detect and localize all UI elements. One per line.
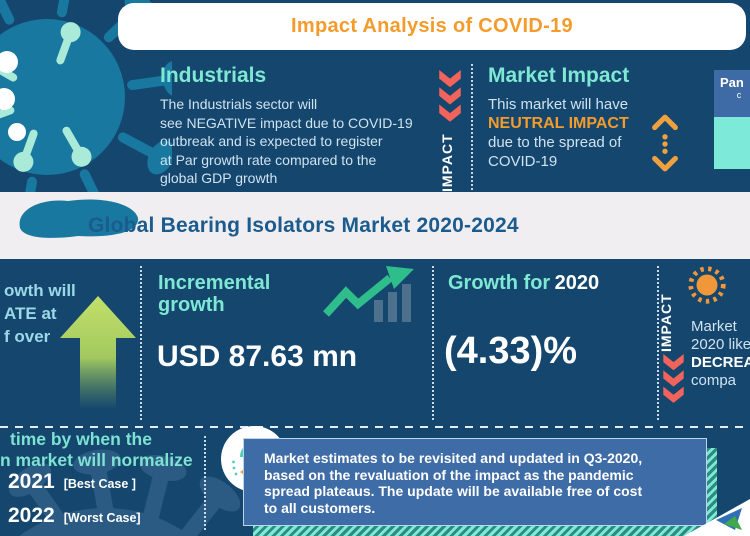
- worst-case-row: 2022 [Worst Case]: [8, 504, 141, 528]
- virus-watermark: [9, 449, 241, 536]
- growth-note-fragment: ATE at: [4, 304, 57, 323]
- industrials-body-line: outbreak and is expected to register: [160, 133, 383, 149]
- industrials-body-line: The Industrials sector will: [160, 96, 318, 112]
- market-impact-section: Market Impact This market will have NEUT…: [488, 64, 629, 171]
- pandemic-side-card: Pan c: [714, 70, 750, 169]
- divider: [471, 64, 473, 190]
- normalize-line: time by when the: [10, 429, 152, 449]
- side-card-body: [714, 117, 750, 169]
- callout-line: based on the revaluation of the impact a…: [264, 466, 634, 483]
- title-band: Global Bearing Isolators Market 2020-202…: [0, 192, 750, 259]
- worst-case-year: 2022: [8, 504, 55, 527]
- right-impact-line: Market: [691, 318, 737, 335]
- market-title: Global Bearing Isolators Market 2020-202…: [88, 214, 519, 237]
- normalize-cases: 2021 [Best Case ] 2022 [Worst Case]: [8, 470, 141, 536]
- side-card-header-subtext: c: [736, 90, 742, 100]
- neutral-impact-icon: [652, 114, 678, 172]
- growth-2020-value: (4.33)%: [444, 330, 578, 372]
- divider: [657, 266, 659, 420]
- banner-title: Impact Analysis of COVID-19: [291, 15, 573, 37]
- best-case-row: 2021 [Best Case ]: [8, 470, 141, 494]
- growth-up-arrow-icon: [60, 296, 136, 408]
- logo-arrow-icon: [716, 508, 742, 530]
- virus-sun-icon: [688, 266, 726, 304]
- impact-down-chevrons-icon: [663, 354, 684, 403]
- growth-2020-label: Growth for: [448, 272, 551, 294]
- right-impact-line: compa: [691, 372, 737, 389]
- banner: Impact Analysis of COVID-19: [118, 3, 746, 50]
- industrials-title: Industrials: [160, 64, 267, 87]
- industrials-body-line: see NEGATIVE impact due to COVID-19: [160, 114, 413, 131]
- side-card-header: Pan c: [714, 70, 750, 117]
- divider: [204, 436, 206, 530]
- coronavirus-illustration: [0, 0, 172, 217]
- right-impact-line-bold: DECREA: [691, 354, 750, 371]
- industrials-impact-label: IMPACT: [439, 133, 455, 192]
- virus-blob-shape: [19, 199, 139, 238]
- incremental-growth-section: Incremental growth: [158, 272, 270, 316]
- market-impact-highlight: NEUTRAL IMPACT: [488, 115, 629, 132]
- incremental-growth-value: USD 87.63 mn: [157, 340, 358, 373]
- normalize-line: n market will normalize: [0, 450, 193, 470]
- best-case-label: [Best Case ]: [63, 477, 136, 491]
- callout-line: Market estimates to be revisited and upd…: [264, 450, 643, 466]
- trend-up-icon: [323, 266, 414, 322]
- divider: [432, 266, 434, 420]
- divider: [0, 426, 750, 428]
- market-impact-line: COVID-19: [488, 153, 558, 170]
- callout-line: to all customers.: [264, 499, 376, 516]
- growth-note-fragment: owth will: [4, 281, 76, 300]
- market-impact-line: due to the spread of: [488, 134, 622, 151]
- callout-line: spread plateaus. The update will be avai…: [264, 483, 643, 499]
- incremental-growth-title-line: growth: [158, 294, 225, 316]
- impact-down-chevrons-icon: [439, 70, 461, 122]
- incremental-growth-title-line: Incremental: [158, 272, 271, 294]
- industrials-body-line: at Par growth rate compared to the: [160, 151, 377, 168]
- right-impact-label: IMPACT: [658, 293, 674, 352]
- divider: [140, 266, 142, 420]
- market-impact-title: Market Impact: [488, 64, 630, 87]
- callout-box: Market estimates to be revisited and upd…: [243, 438, 707, 526]
- side-card-header-text: Pan: [720, 75, 744, 90]
- growth-2020-section: Growth for 2020: [448, 272, 599, 294]
- growth-2020-year: 2020: [554, 272, 600, 294]
- best-case-year: 2021: [8, 470, 55, 493]
- right-impact-line: 2020 like: [691, 336, 750, 353]
- industrials-section: Industrials The Industrials sector will …: [160, 64, 413, 188]
- market-impact-line: This market will have: [488, 96, 629, 113]
- worst-case-label: [Worst Case]: [63, 511, 141, 525]
- growth-note-fragment: f over: [4, 327, 51, 346]
- industrials-body-line: global GDP growth: [160, 170, 278, 186]
